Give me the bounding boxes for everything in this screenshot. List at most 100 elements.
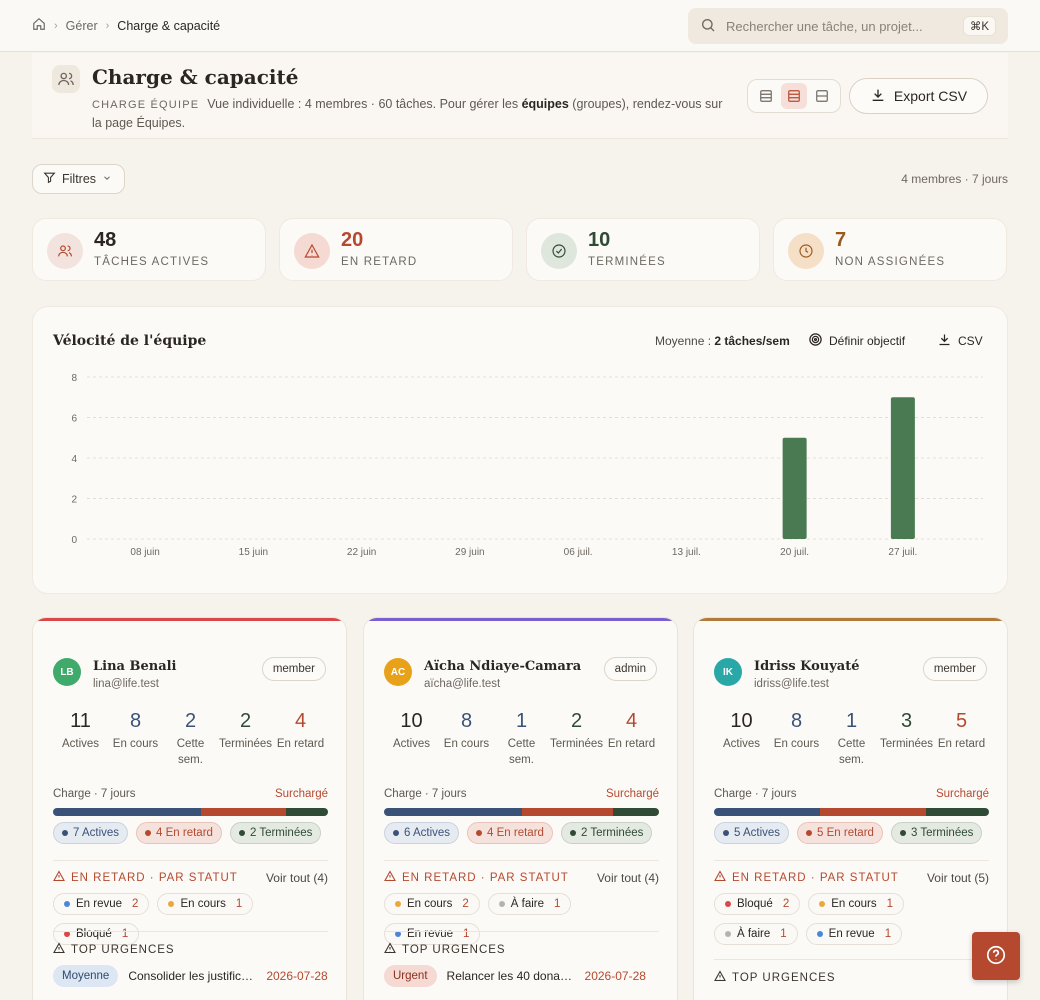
stat-label: TÂCHES ACTIVES [94, 256, 210, 268]
status-dot [725, 931, 731, 937]
y-tick-label: 2 [71, 495, 77, 506]
late-status-chip[interactable]: En revue 2 [53, 893, 150, 915]
velocity-chart: 0 2 4 6 8 08 juin 15 juin 22 juin 29 juin 06 juil… [71, 373, 983, 558]
stat-label: EN RETARD [341, 256, 418, 268]
member-name[interactable]: Lina Benali [93, 659, 177, 674]
late-status-chip[interactable]: En cours 1 [157, 893, 254, 915]
metric-label: Terminées [218, 738, 273, 750]
clock-icon [788, 233, 824, 269]
export-csv-button[interactable]: Export CSV [849, 78, 988, 114]
pill-label: 3 Terminées [910, 827, 974, 839]
page-title: Charge & capacité [92, 65, 299, 89]
shortcut-badge: ⌘K [962, 16, 996, 36]
urgent-task-title: Consolider les justificatifs [128, 969, 257, 983]
charge-pills: 6 Actives 4 En retard 2 Terminées [384, 822, 664, 844]
role-badge[interactable]: member [261, 657, 326, 681]
top-urgencies-header: TOP URGENCES [384, 942, 659, 957]
metric: 1 Cette sem. [824, 710, 879, 768]
target-icon [808, 332, 823, 350]
metric-label: Terminées [879, 738, 934, 750]
stat-value: 7 [835, 229, 847, 251]
late-status-chip[interactable]: En cours 2 [384, 893, 480, 915]
charge-pill[interactable]: 6 Actives [384, 822, 460, 844]
chip-count: 1 [780, 928, 787, 940]
chip-count: 2 [132, 898, 139, 910]
charge-bar [53, 808, 328, 816]
late-status-chip[interactable]: À faire 1 [487, 893, 572, 915]
list-view-icon[interactable] [753, 83, 779, 109]
section-title: TOP URGENCES [402, 943, 506, 956]
velocity-csv-button[interactable]: CSV [937, 332, 983, 350]
see-all-link[interactable]: Voir tout (4) [265, 870, 328, 885]
charge-bar-segment [925, 808, 989, 816]
charge-pill[interactable]: 2 Terminées [560, 822, 653, 844]
charge-pill[interactable]: 4 En retard [136, 822, 222, 844]
late-status-chip[interactable]: À faire 1 [714, 923, 798, 945]
charge-pill[interactable]: 7 Actives [53, 822, 129, 844]
urgent-task-row[interactable]: Urgent Relancer les 40 donateurs 2026-07-2… [384, 965, 664, 987]
alert-triangle-icon [53, 870, 65, 885]
section-title: EN RETARD · PAR STATUT [402, 871, 569, 884]
alert-triangle-icon [384, 870, 396, 885]
stat-value: 48 [94, 229, 117, 251]
search-input[interactable]: Rechercher une tâche, un projet... ⌘K [688, 8, 1008, 44]
charge-bar-segment [521, 808, 614, 816]
late-status-chip[interactable]: En revue 1 [805, 923, 903, 945]
alert-triangle-icon [714, 970, 726, 985]
status-dot [498, 901, 505, 907]
home-icon[interactable] [32, 17, 46, 34]
charge-pill[interactable]: 2 Terminées [229, 822, 322, 844]
charge-pill[interactable]: 5 Actives [714, 822, 790, 844]
help-circle-icon [985, 944, 1007, 969]
late-status-chip[interactable]: En cours 1 [808, 893, 905, 915]
avatar: AC [384, 658, 412, 686]
x-tick-label: 29 juin [455, 547, 484, 558]
see-all-link[interactable]: Voir tout (4) [596, 870, 659, 885]
charge-pills: 5 Actives 5 En retard 3 Terminées [714, 822, 994, 844]
metric-label: Actives [392, 738, 431, 750]
member-name[interactable]: Idriss Kouyaté [754, 659, 860, 674]
charge-pill[interactable]: 4 En retard [467, 822, 553, 844]
late-status-list: Bloqué 2 En cours 1 À faire 1 En revue 1 [714, 893, 994, 945]
chip-label: À faire [737, 928, 771, 940]
rows-view-icon[interactable] [781, 83, 807, 109]
chip-count: 1 [884, 928, 892, 940]
chart-bar[interactable] [782, 437, 807, 539]
filters-button[interactable]: Filtres [32, 164, 125, 194]
role-badge[interactable]: member [922, 657, 987, 681]
metric-label: En retard [937, 738, 986, 750]
pill-label: 4 En retard [156, 827, 213, 839]
see-all-link[interactable]: Voir tout (5) [926, 870, 989, 885]
status-dot [168, 901, 175, 907]
charge-bar-segment [53, 808, 202, 816]
charge-pill[interactable]: 3 Terminées [890, 822, 983, 844]
status-dot [64, 931, 70, 937]
x-tick-label: 27 juil. [888, 547, 917, 558]
pill-label: 5 Actives [734, 827, 781, 839]
description-bold: équipes [521, 97, 569, 111]
chart-bar[interactable] [890, 397, 915, 539]
average-value: 2 tâches/sem [714, 334, 790, 348]
velocity-average: Moyenne : 2 tâches/sem [655, 334, 790, 348]
help-button[interactable] [972, 932, 1020, 980]
pill-label: 6 Actives [404, 827, 451, 839]
breadcrumb-item-gerer[interactable]: Gérer [65, 18, 98, 33]
pill-label: 2 Terminées [580, 827, 644, 839]
charge-label: Charge · 7 jours [714, 788, 797, 800]
metric-label: Terminées [549, 738, 604, 750]
chip-count: 1 [554, 898, 561, 910]
late-status-chip[interactable]: Bloqué 2 [714, 893, 801, 915]
metric: 4 En retard [604, 710, 659, 768]
member-name[interactable]: Aïcha Ndiaye-Camara [424, 659, 582, 674]
metric: 8 En cours [769, 710, 824, 768]
alert-triangle-icon [294, 233, 330, 269]
role-badge[interactable]: admin [603, 657, 657, 681]
metric-value: 8 [460, 710, 473, 732]
charge-pill[interactable]: 5 En retard [797, 822, 883, 844]
urgent-task-row[interactable]: Moyenne Consolider les justificatifs 2026-… [53, 965, 333, 987]
late-status-list: En revue 2 En cours 1 Bloqué 1 [53, 893, 333, 945]
breadcrumb: › Gérer › Charge & capacité [32, 17, 220, 34]
split-view-icon[interactable] [809, 83, 835, 109]
filter-icon [43, 171, 56, 187]
set-goal-button[interactable]: Définir objectif [808, 332, 905, 350]
